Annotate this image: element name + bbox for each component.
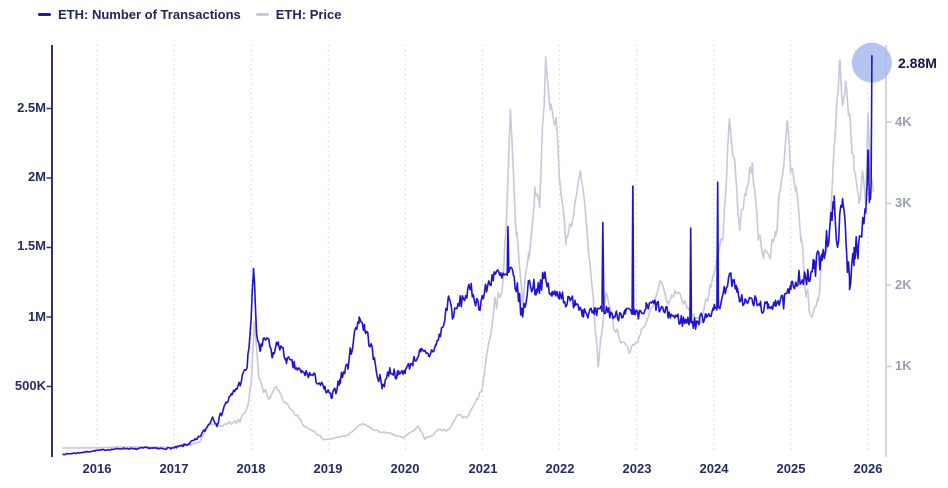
legend-dash-icon [38, 13, 51, 16]
y-right-tick-label: 4K [895, 114, 912, 129]
x-tick-label: 2018 [236, 461, 266, 476]
x-tick-label: 2019 [313, 461, 343, 476]
price-line [62, 55, 875, 449]
x-tick-label: 2021 [468, 461, 498, 476]
y-left-tick-label: 1.5M [17, 238, 46, 253]
x-tick-label: 2020 [390, 461, 420, 476]
legend: ETH: Number of Transactions ETH: Price [38, 7, 342, 22]
x-tick-label: 2017 [159, 461, 189, 476]
legend-item-transactions[interactable]: ETH: Number of Transactions [38, 7, 241, 22]
transactions-line [62, 54, 873, 456]
x-tick-label: 2025 [776, 461, 806, 476]
y-right-tick-label: 3K [895, 195, 912, 210]
y-right-tick-label: 1K [895, 358, 912, 373]
legend-item-price[interactable]: ETH: Price [255, 7, 342, 22]
legend-label-price: ETH: Price [275, 7, 342, 22]
y-left-tick-label: 2M [27, 169, 46, 184]
legend-dash-icon [255, 13, 269, 16]
x-tick-label: 2024 [699, 461, 729, 476]
y-right-tick-label: 2K [895, 277, 912, 292]
y-left-tick-label: 2.5M [17, 100, 46, 115]
x-tick-label: 2026 [853, 461, 883, 476]
legend-label-transactions: ETH: Number of Transactions [58, 7, 241, 22]
last-value-annotation: 2.88M [898, 55, 937, 71]
y-left-tick-label: 500K [14, 378, 46, 393]
x-tick-label: 2016 [82, 461, 112, 476]
x-tick-label: 2022 [545, 461, 575, 476]
y-left-tick-label: 1M [27, 309, 46, 324]
x-tick-label: 2023 [622, 461, 652, 476]
